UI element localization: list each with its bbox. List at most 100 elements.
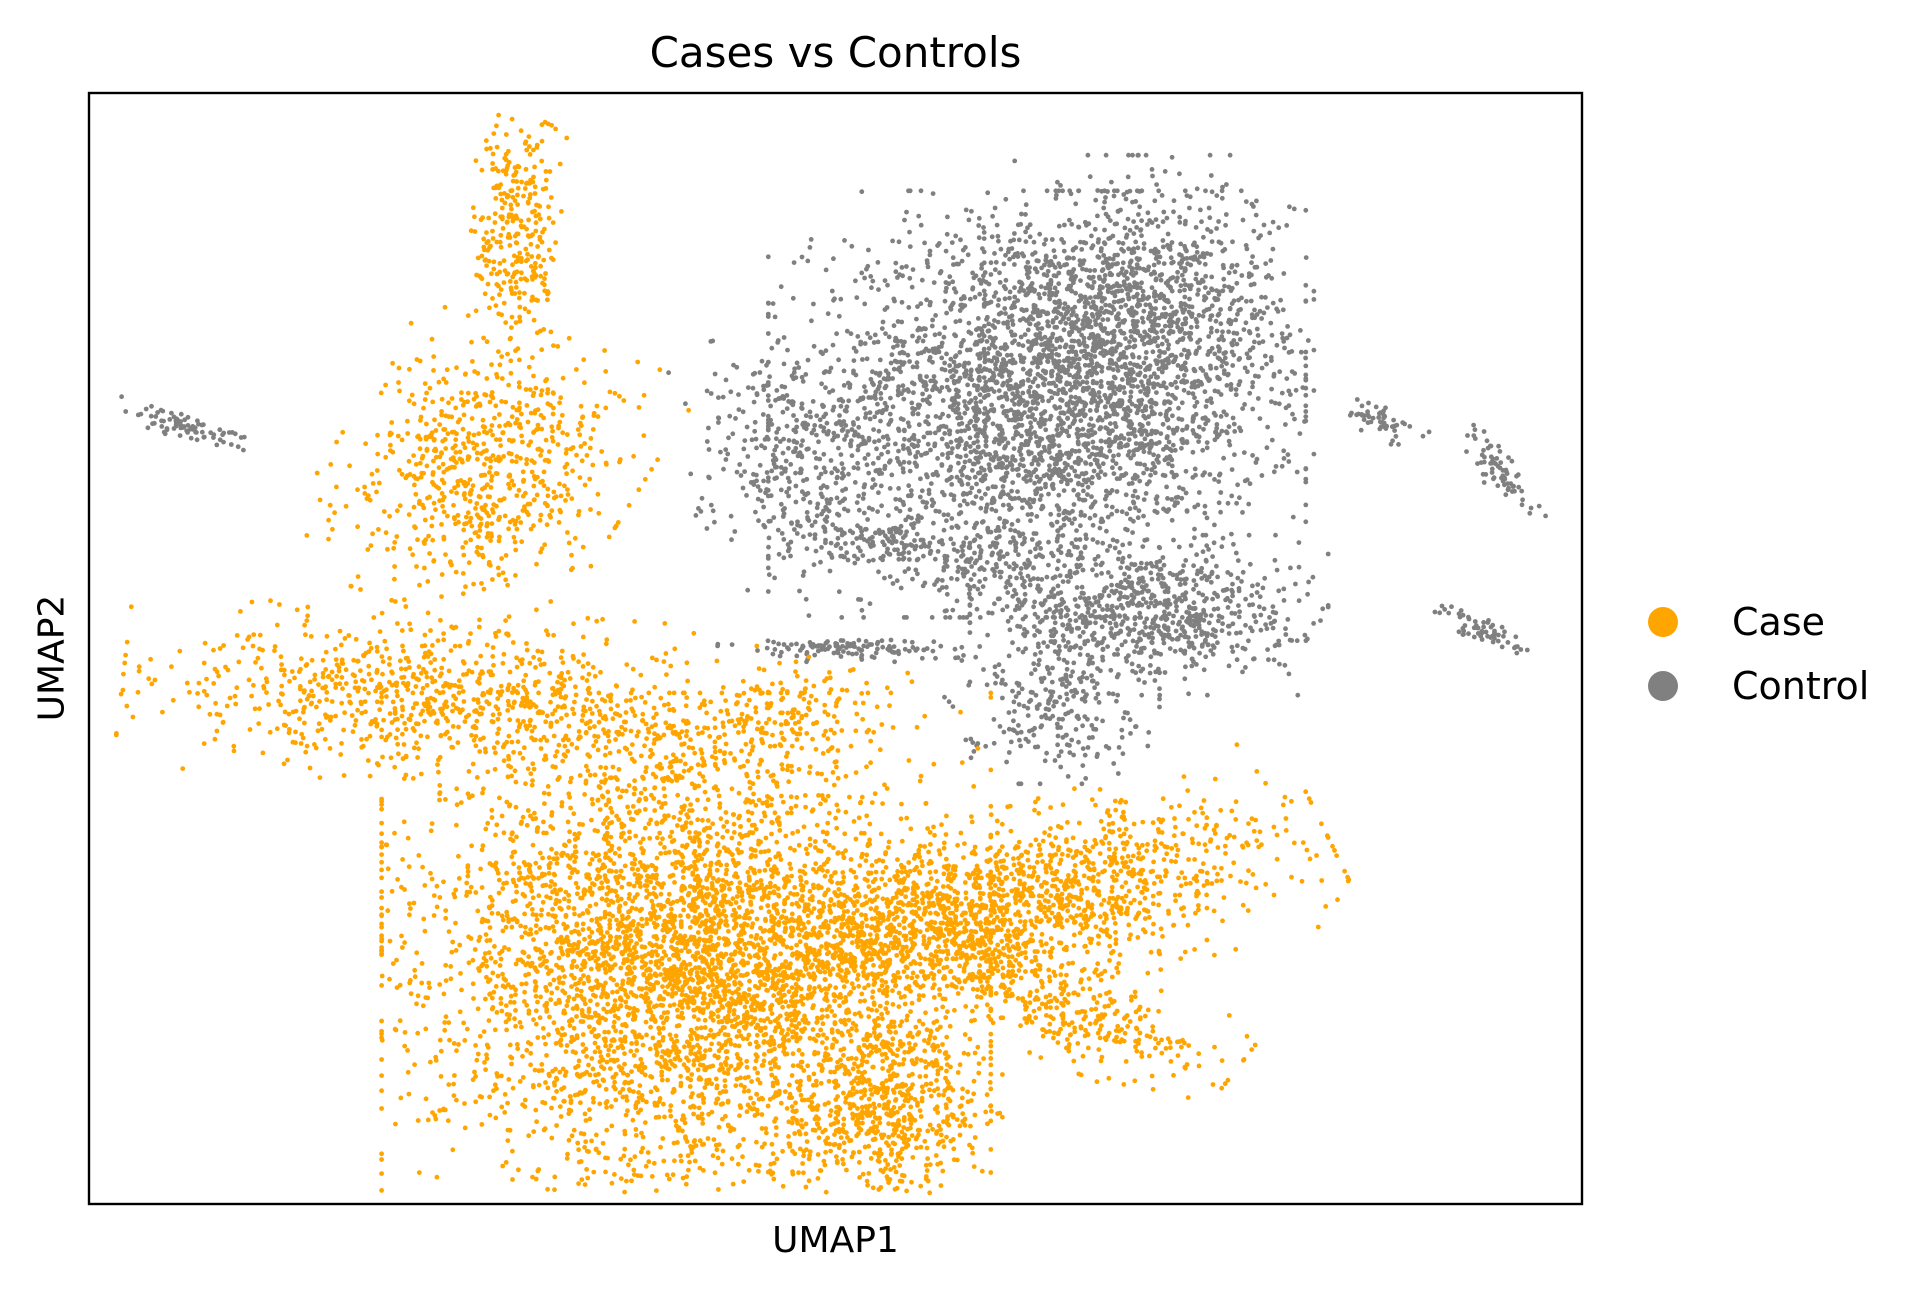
data-point [1170,442,1176,448]
data-point [854,295,860,300]
data-point [1090,439,1096,445]
data-point [1230,342,1235,348]
data-point [1103,302,1108,308]
data-point [1168,353,1174,358]
data-point [1215,640,1220,646]
data-point [1127,553,1132,559]
data-point [986,346,992,351]
data-point [1243,199,1249,205]
data-point [1132,621,1138,627]
data-point [765,426,771,431]
data-point [979,328,985,333]
data-point [957,615,963,620]
data-point [1017,394,1023,400]
data-point [1154,441,1159,447]
data-point [980,430,985,436]
data-point [1109,504,1115,510]
data-point [809,523,815,528]
data-point [1227,152,1233,158]
data-point [1165,496,1170,501]
data-point [1011,566,1017,572]
data-point [880,529,886,535]
data-point [1285,324,1290,329]
data-point [1128,328,1134,334]
data-point [765,478,771,484]
data-point [794,360,800,366]
data-point [1073,643,1079,649]
data-point [1121,472,1127,478]
data-point [1076,625,1082,631]
data-point [790,295,796,301]
data-point [1041,272,1047,277]
data-point [1237,495,1242,501]
data-point [1008,407,1014,413]
data-point [1243,320,1249,326]
data-point [896,486,901,491]
data-point [942,431,948,436]
data-point [1003,360,1009,366]
data-point [1225,570,1231,575]
data-point [843,541,848,546]
data-point [1196,345,1202,350]
data-point [1271,469,1277,475]
data-point [1058,550,1064,556]
data-point [1203,295,1209,301]
data-point [1058,264,1063,270]
data-point [767,374,772,380]
data-point [981,418,987,424]
data-point [799,254,805,260]
data-point [840,529,845,535]
data-point [708,502,714,508]
data-point [774,444,779,449]
data-point [1183,246,1188,252]
data-point [1004,352,1010,358]
data-point [962,360,968,366]
data-point [981,296,987,302]
data-point [1209,345,1215,351]
data-point [957,503,963,508]
data-point [1236,586,1242,591]
data-point [1135,319,1140,324]
data-point [791,413,796,418]
data-point [1233,317,1239,323]
data-point [1081,591,1086,596]
data-point [992,318,997,323]
data-point [967,630,973,635]
data-point [1196,439,1201,444]
data-point [825,500,830,506]
data-point [1183,468,1189,474]
data-point [983,424,988,430]
data-point [1057,405,1063,410]
data-point [1194,552,1199,558]
data-point [886,334,892,340]
data-point [919,277,925,283]
data-point [1160,244,1166,250]
data-point [774,464,779,470]
data-point [1092,513,1098,518]
data-point [1192,605,1198,611]
data-point [1181,277,1187,283]
data-point [889,472,895,478]
data-point [1160,472,1166,478]
data-point [958,302,964,308]
data-point [968,449,974,455]
data-point [976,488,982,494]
data-point [1004,551,1010,557]
data-point [1016,599,1022,605]
data-point [768,518,773,524]
data-point [1231,330,1237,336]
data-point [951,373,956,379]
data-point [1071,487,1077,493]
data-point [1068,477,1074,483]
data-point [1106,380,1111,386]
data-point [1191,578,1197,583]
data-point [1303,418,1309,424]
data-point [1086,274,1092,280]
data-point [771,515,777,520]
data-point [854,536,860,541]
data-point [1153,358,1159,363]
data-point [1285,452,1291,458]
data-point [867,335,873,341]
data-point [864,462,870,468]
data-point [1017,399,1022,404]
